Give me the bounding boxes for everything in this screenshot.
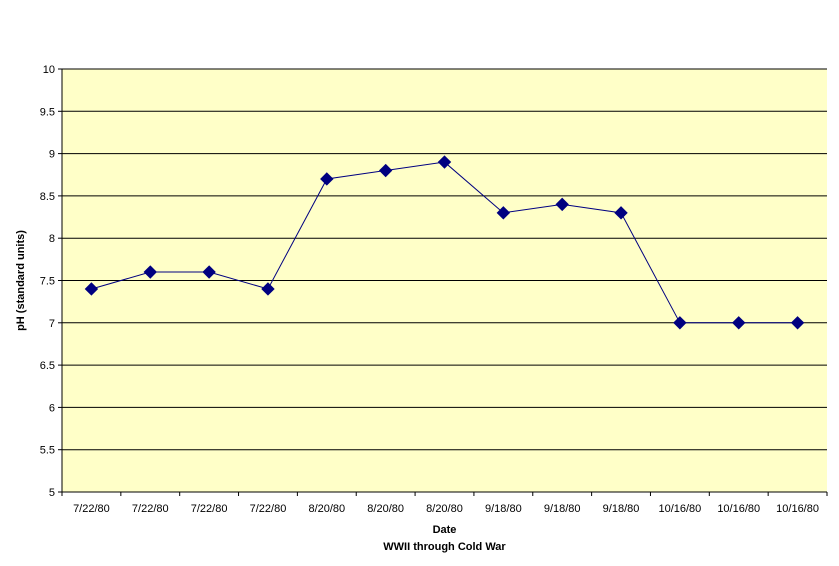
x-tick-label: 10/16/80 — [776, 503, 819, 515]
y-tick-label: 5 — [49, 487, 55, 499]
x-tick-label: 7/22/80 — [132, 503, 169, 515]
data-point — [496, 206, 511, 220]
y-axis-ticks: 5 5.5 6 6.5 7 7.5 8 8.5 9 9.5 10 — [40, 64, 62, 499]
x-tick-label: 9/18/80 — [485, 503, 522, 515]
data-point — [84, 282, 99, 296]
series-layer — [84, 155, 805, 330]
data-point — [555, 197, 569, 212]
x-tick-label: 8/20/80 — [308, 503, 345, 515]
x-tick-label: 9/18/80 — [603, 503, 640, 515]
y-tick-label: 9 — [49, 149, 55, 161]
data-point — [437, 155, 452, 169]
data-point — [614, 206, 628, 220]
data-point — [790, 316, 805, 330]
gridlines — [62, 68, 827, 451]
x-tick-label: 7/22/80 — [191, 503, 228, 515]
data-point — [143, 265, 157, 279]
y-tick-label: 6 — [49, 402, 55, 414]
x-axis-subtitle: WWII through Cold War — [383, 541, 506, 553]
x-tick-label: 10/16/80 — [658, 503, 701, 515]
x-tick-label: 10/16/80 — [717, 503, 760, 515]
y-tick-label: 6.5 — [40, 360, 55, 372]
data-point — [378, 163, 393, 178]
y-tick-label: 10 — [43, 64, 55, 76]
y-tick-label: 8 — [49, 233, 55, 245]
data-point — [202, 265, 216, 279]
x-tick-label: 7/22/80 — [73, 503, 110, 515]
data-point — [320, 172, 334, 186]
data-point — [673, 316, 687, 330]
y-tick-label: 5.5 — [40, 445, 55, 457]
x-tick-label: 9/18/80 — [544, 503, 581, 515]
x-tick-label: 8/20/80 — [367, 503, 404, 515]
y-tick-label: 9.5 — [40, 106, 55, 118]
y-axis-title: pH (standard units) — [15, 230, 27, 331]
y-tick-label: 7.5 — [40, 276, 55, 288]
x-axis-title: Date — [433, 524, 457, 536]
x-tick-label: 7/22/80 — [250, 503, 287, 515]
x-axis-ticks: 7/22/80 7/22/80 7/22/80 7/22/80 8/20/80 8/20/… — [61, 492, 828, 515]
y-tick-label: 8.5 — [40, 191, 55, 203]
y-tick-label: 7 — [49, 318, 55, 330]
data-point — [261, 282, 275, 296]
x-tick-label: 8/20/80 — [426, 503, 463, 515]
data-point — [732, 316, 746, 330]
